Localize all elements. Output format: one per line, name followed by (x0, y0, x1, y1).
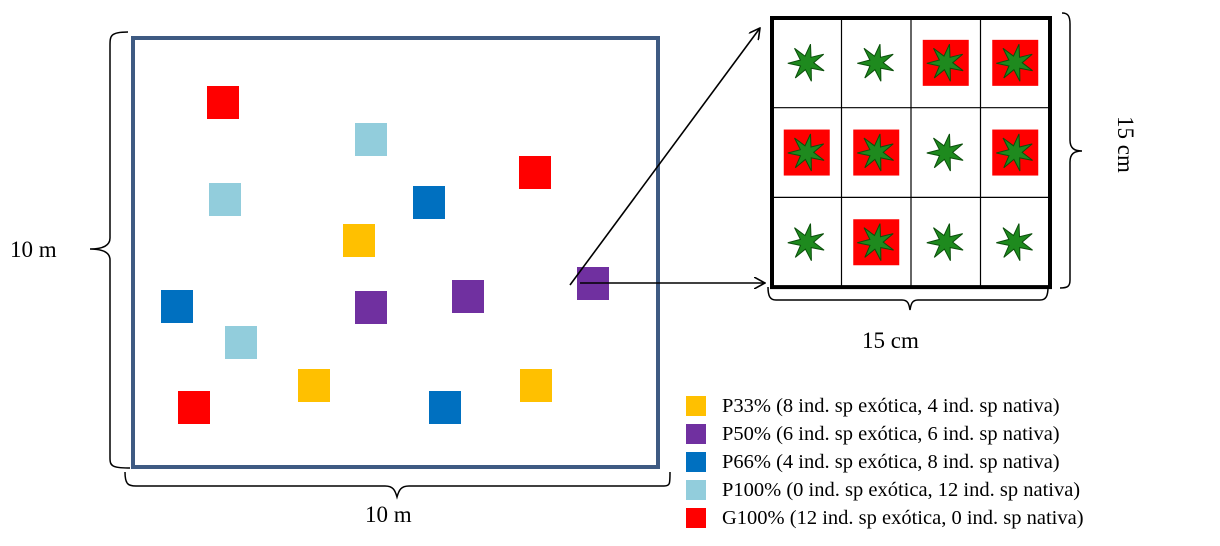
leaf-icon (926, 223, 964, 261)
leaf-icon (787, 43, 825, 82)
plot-bottom-brace (124, 471, 671, 500)
detail-side-label: 15 cm (1113, 116, 1138, 173)
legend: P33% (8 ind. sp exótica, 4 ind. sp nativ… (686, 392, 1084, 532)
leaf-icon (787, 133, 825, 172)
plot-square-p33 (298, 369, 330, 402)
detail-side-brace (1059, 12, 1083, 289)
leaf-icon (787, 223, 825, 261)
leaf-icon (857, 133, 894, 172)
leaf-icon (857, 43, 894, 82)
legend-item-p66: P66% (4 ind. sp exótica, 8 ind. sp nativ… (686, 448, 1084, 476)
plot-square-p33 (520, 369, 552, 402)
legend-item-p100: P100% (0 ind. sp exótica, 12 ind. sp nat… (686, 476, 1084, 504)
plot-square-g100 (207, 86, 239, 119)
legend-swatch-p33 (686, 396, 706, 416)
leaf-icon (996, 43, 1033, 82)
legend-item-g100: G100% (12 ind. sp exótica, 0 ind. sp nat… (686, 504, 1084, 532)
plot-square-g100 (519, 156, 551, 189)
plot-square-p50 (452, 280, 484, 313)
leaf-icon (857, 223, 894, 261)
legend-label-g100: G100% (12 ind. sp exótica, 0 ind. sp nat… (722, 506, 1084, 529)
plot-square-p66 (429, 391, 461, 424)
plot-square-p33 (343, 224, 375, 257)
legend-swatch-g100 (686, 508, 706, 528)
plot-square-p100 (225, 326, 257, 359)
legend-item-p50: P50% (6 ind. sp exótica, 6 ind. sp nativ… (686, 420, 1084, 448)
plot-square-p100 (209, 183, 241, 216)
plot-square-p66 (161, 290, 193, 323)
detail-grid-border (770, 16, 1052, 290)
plot-side-label: 10 m (10, 237, 57, 262)
plot-square-p66 (413, 186, 445, 219)
zoom-arrow-top (569, 28, 760, 286)
leaf-icon (926, 133, 964, 172)
detail-grid (770, 16, 1052, 290)
legend-swatch-p100 (686, 480, 706, 500)
plot-side-brace (89, 31, 131, 469)
plot-square-p50 (355, 291, 387, 324)
plot-square-g100 (178, 391, 210, 424)
detail-bottom-label: 15 cm (862, 328, 919, 353)
plot-square-p100 (355, 123, 387, 156)
legend-label-p66: P66% (4 ind. sp exótica, 8 ind. sp nativ… (722, 450, 1060, 473)
leaf-icon (926, 43, 964, 82)
legend-swatch-p50 (686, 424, 706, 444)
leaf-icon (996, 223, 1033, 261)
legend-label-p50: P50% (6 ind. sp exótica, 6 ind. sp nativ… (722, 422, 1060, 445)
plot-bottom-label: 10 m (365, 502, 412, 527)
legend-label-p33: P33% (8 ind. sp exótica, 4 ind. sp nativ… (722, 394, 1060, 417)
plot-squares-group (161, 86, 609, 424)
leaf-icon (996, 133, 1033, 172)
legend-swatch-p66 (686, 452, 706, 472)
detail-bottom-brace (767, 286, 1049, 311)
plot-border (131, 36, 660, 469)
legend-label-p100: P100% (0 ind. sp exótica, 12 ind. sp nat… (722, 478, 1081, 501)
legend-item-p33: P33% (8 ind. sp exótica, 4 ind. sp nativ… (686, 392, 1084, 420)
